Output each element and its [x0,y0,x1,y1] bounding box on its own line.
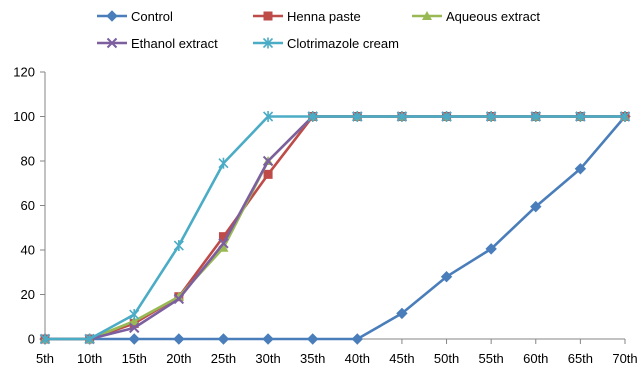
legend-item: Henna paste [253,9,361,24]
data-point [396,307,408,320]
x-tick-label: 40th [345,351,370,366]
legend-label: Aqueous extract [446,9,540,24]
data-point [440,270,453,283]
data-point [530,111,541,122]
x-tick-label: 50th [434,351,459,366]
x-tick-label: 15th [122,351,147,366]
data-point [396,111,407,122]
y-tick-label: 100 [13,109,35,124]
data-point [173,240,184,252]
data-point [262,333,274,345]
series-clotrimazole-cream [39,111,631,345]
y-tick-label: 120 [13,65,35,80]
data-point [352,111,363,122]
x-tick-label: 5th [36,351,54,366]
data-point [218,238,229,249]
x-tick-label: 25th [211,351,236,366]
x-tick-label: 30th [255,351,280,366]
data-point [218,232,228,242]
series-henna-paste [40,112,630,344]
legend-marker [106,10,118,22]
x-tick-label: 35th [300,351,325,366]
legend-item: Clotrimazole cream [253,36,399,51]
data-point [218,157,229,169]
x-axis: 5th 10th 15th 20th 25th 30th 35th 40th 45th 50th 5… [36,338,638,366]
data-point [128,333,140,345]
data-point [574,163,587,175]
legend: Control Henna paste Aqueous extract Ethanol… [97,9,540,51]
series-line [45,115,626,341]
series-ethanol-extract [39,111,631,345]
series-control [39,110,631,345]
x-tick-label: 10th [77,351,102,366]
series-line [45,115,625,341]
legend-item: Ethanol extract [97,36,218,51]
legend-item: Aqueous extract [412,9,540,24]
x-tick-label: 55th [478,351,503,366]
data-point [218,242,229,252]
data-point [129,316,140,326]
data-point [575,111,586,122]
legend-label: Ethanol extract [131,36,218,51]
y-tick-label: 80 [21,154,35,169]
data-point [263,169,273,179]
legend-marker [422,11,432,20]
legend-marker [106,37,118,49]
data-point [84,333,95,345]
data-point [129,322,140,334]
data-point [262,155,274,167]
data-point [351,333,364,345]
data-point [129,309,140,321]
legend-item: Control [97,9,173,24]
data-point [39,333,51,345]
y-tick-label: 0 [28,332,35,347]
data-point [441,111,452,122]
data-point [485,243,497,255]
x-tick-label: 45th [389,351,414,366]
x-tick-label: 20th [166,351,191,366]
series-line [45,115,625,341]
data-point [619,111,631,122]
data-point [173,333,185,345]
data-point [173,291,184,301]
x-tick-label: 60th [523,351,548,366]
plot-area [39,110,631,345]
series-line [45,115,625,341]
data-point [486,111,497,122]
data-point [217,333,230,345]
data-point [306,333,319,345]
y-tick-label: 40 [21,243,35,258]
y-axis: 0 20 40 60 80 100 120 [13,65,46,347]
x-tick-label: 70th [612,351,637,366]
legend-label: Henna paste [287,9,361,24]
data-point [263,111,274,122]
legend-marker [263,11,273,21]
data-point [173,293,185,305]
data-point [530,200,542,213]
series-line [45,115,625,341]
x-tick-label: 65th [568,351,593,366]
legend-marker [262,37,274,49]
y-tick-label: 60 [21,198,35,213]
data-point [307,111,318,122]
legend-label: Control [131,9,173,24]
series-aqueous-extract [40,111,630,343]
y-tick-label: 20 [21,287,35,302]
legend-label: Clotrimazole cream [287,36,399,51]
